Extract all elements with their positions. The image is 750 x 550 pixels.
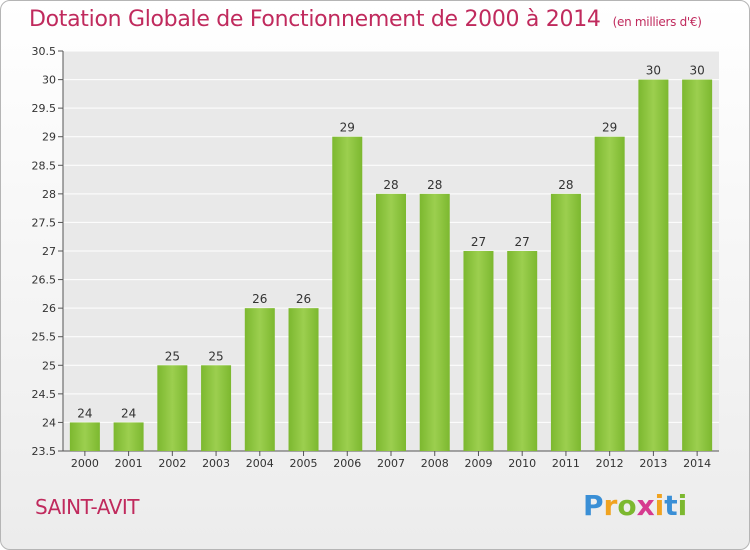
x-tick-label: 2003 (202, 457, 230, 470)
bar-value-label: 25 (165, 349, 180, 363)
x-tick-label: 2007 (377, 457, 405, 470)
y-tick-label: 27.5 (32, 216, 57, 229)
x-tick-label: 2013 (639, 457, 667, 470)
y-tick-label: 24.5 (32, 388, 57, 401)
x-tick-label: 2010 (508, 457, 536, 470)
bar-value-label: 29 (602, 121, 617, 135)
bar-value-label: 28 (383, 178, 398, 192)
x-tick-label: 2001 (115, 457, 143, 470)
x-tick-label: 2012 (596, 457, 624, 470)
x-tick-label: 2002 (158, 457, 186, 470)
bar-value-label: 26 (296, 292, 311, 306)
y-tick-label: 26.5 (32, 274, 57, 287)
logo-letter: r (603, 489, 618, 522)
bar-value-label: 30 (646, 64, 661, 78)
y-tick-label: 24 (42, 416, 56, 429)
y-tick-label: 26 (42, 302, 56, 315)
bar-2011 (550, 193, 581, 451)
bar-value-label: 28 (427, 178, 442, 192)
x-tick-label: 2005 (290, 457, 318, 470)
y-tick-label: 25 (42, 359, 56, 372)
bar-2009 (463, 251, 494, 451)
bar-value-label: 26 (252, 292, 267, 306)
y-tick-label: 28.5 (32, 159, 57, 172)
logo-letter: P (583, 489, 604, 522)
x-tick-label: 2014 (683, 457, 711, 470)
chart-title-text: Dotation Globale de Fonctionnement de 20… (29, 7, 601, 32)
bar-value-label: 27 (515, 235, 530, 249)
bar-value-label: 29 (340, 121, 355, 135)
bar-2003 (201, 365, 232, 451)
x-tick-label: 2004 (246, 457, 274, 470)
bar-2006 (332, 136, 363, 451)
bar-2000 (69, 422, 100, 451)
bar-2008 (419, 193, 450, 451)
x-tick-label: 2009 (464, 457, 492, 470)
y-tick-label: 29.5 (32, 102, 57, 115)
proxiti-logo: Proxiti (583, 489, 687, 522)
bar-2007 (376, 193, 406, 451)
bar-value-label: 30 (689, 64, 704, 78)
bar-value-label: 25 (208, 349, 223, 363)
bar-value-label: 27 (471, 235, 486, 249)
bar-2004 (244, 308, 275, 451)
bar-2014 (682, 79, 713, 452)
y-tick-label: 30 (42, 74, 56, 87)
bar-2001 (113, 422, 144, 451)
x-tick-label: 2000 (71, 457, 99, 470)
bar-2002 (157, 365, 188, 451)
x-tick-label: 2006 (333, 457, 361, 470)
y-tick-label: 28 (42, 188, 56, 201)
bar-value-label: 24 (121, 406, 136, 420)
logo-letter: t (664, 489, 678, 522)
y-tick-label: 25.5 (32, 331, 57, 344)
logo-letter: o (617, 489, 637, 522)
logo-letter: i (677, 489, 688, 522)
x-tick-label: 2011 (552, 457, 580, 470)
y-tick-label: 23.5 (32, 445, 57, 458)
bar-2013 (638, 79, 669, 452)
bar-value-label: 28 (558, 178, 573, 192)
bar-2012 (594, 136, 625, 451)
bar-2010 (507, 251, 538, 451)
chart-subtitle: (en milliers d'€) (612, 15, 702, 29)
bar-2005 (288, 308, 319, 451)
chart-title: Dotation Globale de Fonctionnement de 20… (29, 7, 702, 32)
y-tick-label: 30.5 (32, 45, 57, 58)
y-tick-label: 29 (42, 131, 56, 144)
x-tick-label: 2008 (421, 457, 449, 470)
logo-letter: x (636, 489, 655, 522)
bar-value-label: 24 (77, 406, 92, 420)
y-tick-label: 27 (42, 245, 56, 258)
commune-name: SAINT-AVIT (35, 495, 139, 519)
logo-letter: i (654, 489, 665, 522)
